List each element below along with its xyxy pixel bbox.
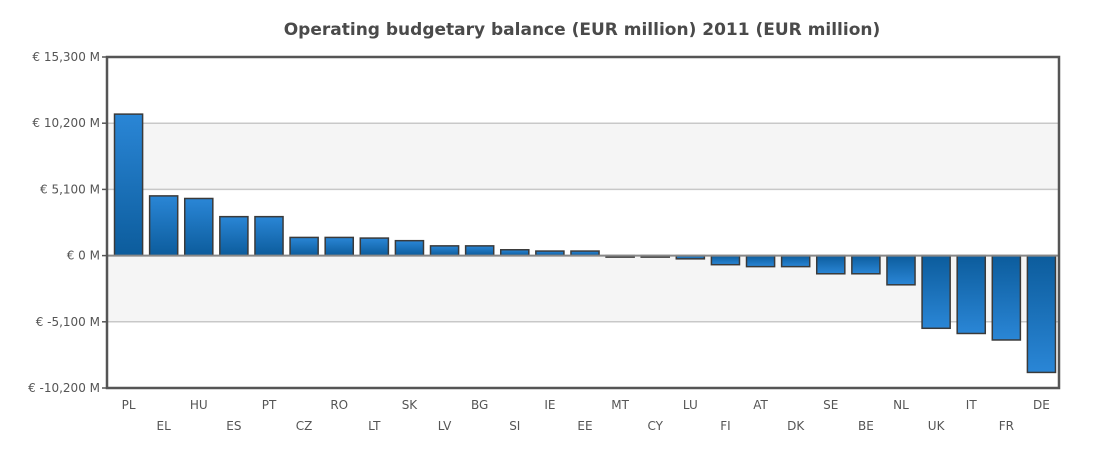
x-tick-label: EE [577, 419, 592, 433]
bar-dk [780, 254, 811, 268]
bar-sk [394, 239, 425, 257]
plot-border [105, 55, 1061, 390]
chart-title: Operating budgetary balance (EUR million… [283, 20, 881, 40]
bar-lt [359, 237, 390, 257]
bar-fr [991, 254, 1022, 341]
x-tick-label: BE [858, 419, 874, 433]
x-tick-label: LV [438, 419, 452, 433]
plot-frame [105, 55, 1061, 390]
bar-lv [429, 245, 460, 257]
x-tick-label: HU [190, 398, 208, 412]
x-tick-label: AT [753, 398, 768, 412]
x-tick-label: UK [928, 419, 946, 433]
x-tick-label: LU [683, 398, 698, 412]
plot-band [107, 255, 1059, 322]
bar-pt [254, 215, 284, 257]
y-tick-label: € -10,200 M [28, 381, 100, 395]
x-tick-label: BG [471, 398, 488, 412]
x-tick-label: SE [823, 398, 838, 412]
y-tick-label: € 0 M [67, 249, 100, 263]
bar-ro [324, 236, 355, 257]
x-tick-label: IT [966, 398, 978, 412]
x-tick-label: IE [544, 398, 555, 412]
bar-se [815, 254, 846, 275]
bar-cz [289, 236, 319, 257]
x-tick-label: MT [611, 398, 629, 412]
bar-hu [183, 197, 214, 257]
bar-nl [886, 254, 916, 286]
x-tick-label: FR [999, 419, 1014, 433]
bar-de [1026, 254, 1057, 374]
x-tick-label: ES [226, 419, 241, 433]
x-tick-label: DE [1033, 398, 1050, 412]
bar-uk [921, 254, 951, 330]
x-axis: PL EL HU ES PT CZ RO LT SK LV BG SI IE EE MT CY LU FI AT DK… [122, 398, 1050, 433]
bar-be [851, 254, 881, 275]
y-axis: € 15,300 M € 10,200 M € 5,100 M € 0 M € -5,1… [28, 50, 107, 395]
bar-at [745, 254, 776, 268]
bar-el [148, 195, 179, 257]
x-tick-label: CZ [296, 419, 313, 433]
plot-bands [107, 123, 1059, 322]
y-tick-label: € 10,200 M [32, 116, 100, 130]
bar-es [219, 215, 249, 257]
x-tick-label: RO [330, 398, 348, 412]
plot-band [107, 123, 1059, 190]
x-tick-label: DK [787, 419, 805, 433]
x-tick-label: NL [893, 398, 909, 412]
x-tick-label: LT [368, 419, 381, 433]
y-tick-label: € -5,100 M [36, 315, 100, 329]
x-tick-label: FI [720, 419, 730, 433]
y-tick-label: € 5,100 M [40, 182, 100, 196]
x-tick-label: CY [647, 419, 663, 433]
bar-pl [113, 113, 144, 257]
bar-fi [710, 254, 741, 266]
y-tick-label: € 15,300 M [32, 50, 100, 64]
x-tick-label: PL [122, 398, 136, 412]
x-tick-label: SI [509, 419, 520, 433]
bar-bg [464, 245, 495, 257]
bar-it [956, 254, 987, 335]
x-tick-label: EL [157, 419, 172, 433]
x-tick-label: PT [262, 398, 277, 412]
x-tick-label: SK [402, 398, 419, 412]
